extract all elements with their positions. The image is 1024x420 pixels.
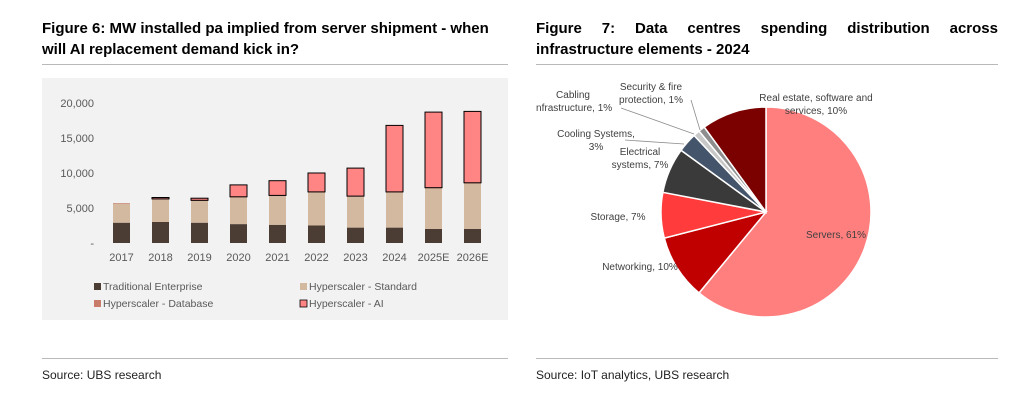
y-tick-label: 15,000 (60, 133, 94, 145)
bar-segment (347, 196, 364, 228)
legend-label: Hyperscaler - AI (309, 298, 384, 310)
bar-segment (230, 197, 247, 225)
pie-label: Real estate, software and (759, 93, 872, 104)
bar-segment (268, 180, 287, 196)
bar-segment (385, 124, 404, 193)
bar-segment (152, 199, 169, 222)
bar-segment (386, 227, 403, 243)
x-tick-label: 2023 (343, 252, 367, 264)
bar-segment (269, 224, 286, 243)
bar-segment (151, 197, 170, 200)
legend-label: Hyperscaler - Standard (309, 281, 417, 293)
x-tick-label: 2022 (304, 252, 328, 264)
x-tick-label: 2019 (187, 252, 211, 264)
bar-segment (113, 203, 130, 204)
bar-segment (425, 229, 442, 243)
bar-segment (464, 229, 481, 243)
figure-6-title: Figure 6: MW installed pa implied from s… (42, 20, 489, 58)
bar-segment (308, 225, 325, 243)
bar-segment (346, 167, 365, 197)
legend-swatch (94, 283, 101, 290)
bar-segment (191, 222, 208, 243)
bar-segment (307, 172, 326, 193)
x-tick-label: 2021 (265, 252, 289, 264)
bar-segment (113, 203, 130, 223)
bar-segment (424, 111, 443, 189)
pie-label: Security & fire (620, 82, 683, 93)
bar-segment (463, 110, 482, 184)
legend-swatch (300, 283, 307, 290)
pie-label: Storage, 7% (590, 212, 645, 223)
x-tick-label: 2017 (109, 252, 133, 264)
leader-line (620, 107, 695, 135)
bar-segment (190, 197, 209, 201)
pie-slice (703, 106, 767, 215)
bar-segment (269, 196, 286, 225)
bar-segment (386, 192, 403, 228)
legend-swatch (299, 299, 308, 308)
pie-label: systems, 7% (612, 160, 669, 171)
x-tick-label: 2024 (382, 252, 406, 264)
pie-label: 3% (589, 142, 604, 153)
legend-label: Hyperscaler - Database (103, 298, 213, 310)
figure-6-bottom-rule (42, 358, 508, 359)
figure-6-panel: Figure 6: MW installed pa implied from s… (42, 0, 508, 420)
pie-label: Networking, 10% (602, 262, 678, 273)
stacked-bar-chart: - 5,000 10,000 15,000 20,000 2017 2018 2019 2020… (42, 78, 508, 320)
pie-label: Cooling Systems, (557, 129, 635, 140)
y-tick-label: 5,000 (66, 203, 94, 215)
legend-label: Traditional Enterprise (103, 281, 203, 293)
x-tick-label: 2020 (226, 252, 250, 264)
pie-slice (698, 106, 872, 318)
bar-segment (464, 183, 481, 229)
y-tick-label: - (90, 238, 94, 250)
y-tick-label: 10,000 (60, 168, 94, 180)
pie-label: Electrical (620, 147, 661, 158)
figure-7-panel: Figure 7: Data centres spending distribu… (536, 0, 998, 420)
leader-line (624, 139, 685, 145)
figure-7-source: Source: IoT analytics, UBS research (536, 368, 730, 382)
bar-segment (191, 201, 208, 223)
x-tick-label: 2025E (418, 252, 450, 264)
pie-label: protection, 1% (619, 95, 683, 106)
legend-swatch (94, 300, 101, 307)
figure-7-top-rule (536, 64, 998, 65)
bar-segment (229, 184, 248, 198)
bar-segment (152, 222, 169, 243)
bar-segment (347, 227, 364, 243)
pie-label: infrastructure, 1% (536, 103, 612, 114)
bar-segment (113, 222, 130, 243)
figure-7-bottom-rule (536, 358, 998, 359)
pie-label: Cabling (556, 90, 590, 101)
bar-segment (425, 188, 442, 229)
x-tick-label: 2018 (148, 252, 172, 264)
x-tick-label: 2026E (457, 252, 489, 264)
figure-6-top-rule (42, 64, 508, 65)
bar-segment (308, 192, 325, 226)
figure-6-source: Source: UBS research (42, 368, 162, 382)
y-tick-label: 20,000 (60, 98, 94, 110)
leader-line (690, 99, 701, 131)
bar-chart-svg: - 5,000 10,000 15,000 20,000 2017 2018 2019 2020… (60, 98, 489, 310)
figure-7-title: Figure 7: Data centres spending distribu… (536, 20, 998, 58)
pie-label: Servers, 61% (806, 230, 866, 241)
pie-chart-svg: Servers, 61% Networking, 10% Storage, 7% El… (536, 82, 873, 318)
pie-label: services, 10% (785, 106, 847, 117)
bar-segment (230, 224, 247, 243)
